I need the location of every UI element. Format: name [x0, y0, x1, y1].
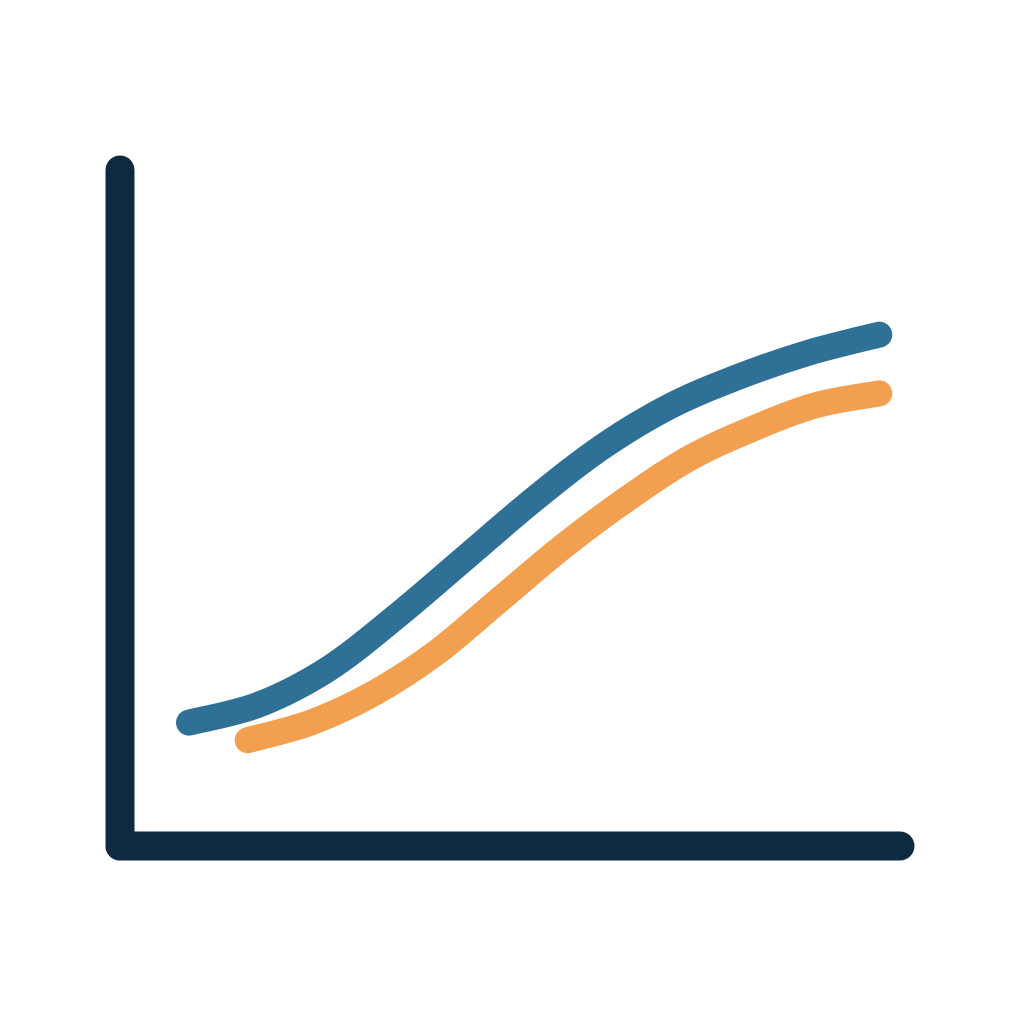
axis-corner — [105, 831, 135, 861]
series-line-1 — [176, 321, 893, 736]
axes — [105, 155, 915, 861]
series-layer — [176, 321, 893, 754]
series-line-2 — [234, 380, 893, 754]
